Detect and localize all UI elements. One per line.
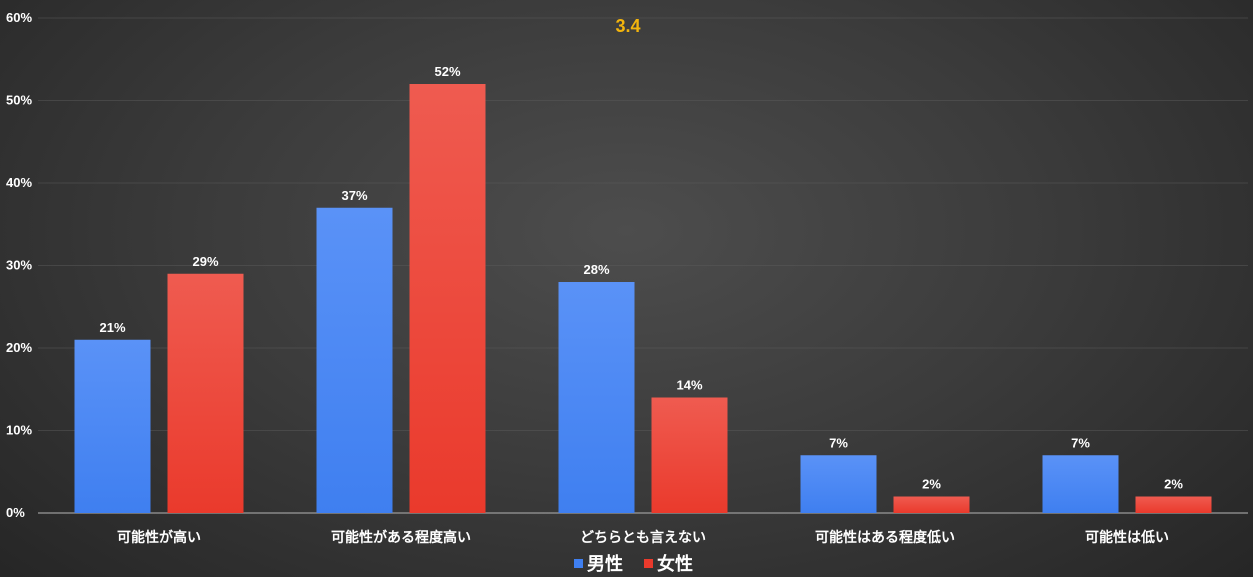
y-tick-label: 30%: [6, 258, 32, 273]
y-tick-label: 0%: [6, 505, 25, 520]
data-label: 52%: [434, 64, 460, 79]
bar-male: [800, 455, 877, 513]
legend-swatch: [574, 559, 583, 568]
data-label: 29%: [192, 254, 218, 269]
bars: [74, 84, 1212, 513]
category-label: どちらとも言えない: [580, 529, 706, 546]
category-label: 可能性がある程度高い: [331, 529, 471, 546]
legend: 男性 女性: [574, 553, 693, 575]
data-label: 7%: [829, 435, 848, 450]
category-label: 可能性は低い: [1085, 529, 1169, 546]
bar-female: [651, 397, 728, 513]
bar-female: [893, 496, 970, 513]
bar-female: [1135, 496, 1212, 513]
data-label: 2%: [922, 477, 941, 492]
y-tick-label: 40%: [6, 175, 32, 190]
bar-male: [1042, 455, 1119, 513]
data-labels: 21% 29% 37% 52% 28% 14% 7% 2% 7% 2%: [99, 64, 1183, 492]
bar-female: [409, 84, 486, 513]
legend-label: 女性: [657, 553, 693, 575]
data-label: 28%: [583, 262, 609, 277]
category-label: 可能性はある程度低い: [815, 529, 955, 546]
category-label: 可能性が高い: [117, 529, 201, 546]
bar-male: [316, 207, 393, 513]
bar-male: [558, 282, 635, 513]
data-label: 37%: [341, 188, 367, 203]
legend-swatch: [644, 559, 653, 568]
data-label: 14%: [676, 378, 702, 393]
y-axis-tick-labels: 0% 10% 20% 30% 40% 50% 60%: [6, 10, 32, 520]
legend-label: 男性: [587, 553, 623, 575]
data-label: 7%: [1071, 435, 1090, 450]
y-tick-label: 50%: [6, 93, 32, 108]
chart-title: 3.4: [615, 16, 640, 36]
x-axis-category-labels: 可能性が高い 可能性がある程度高い どちらとも言えない 可能性はある程度低い 可能性は低…: [117, 529, 1169, 546]
y-tick-label: 20%: [6, 340, 32, 355]
y-tick-label: 60%: [6, 10, 32, 25]
bar-female: [167, 273, 244, 513]
data-label: 21%: [99, 320, 125, 335]
bar-male: [74, 339, 151, 513]
y-tick-label: 10%: [6, 423, 32, 438]
data-label: 2%: [1164, 477, 1183, 492]
